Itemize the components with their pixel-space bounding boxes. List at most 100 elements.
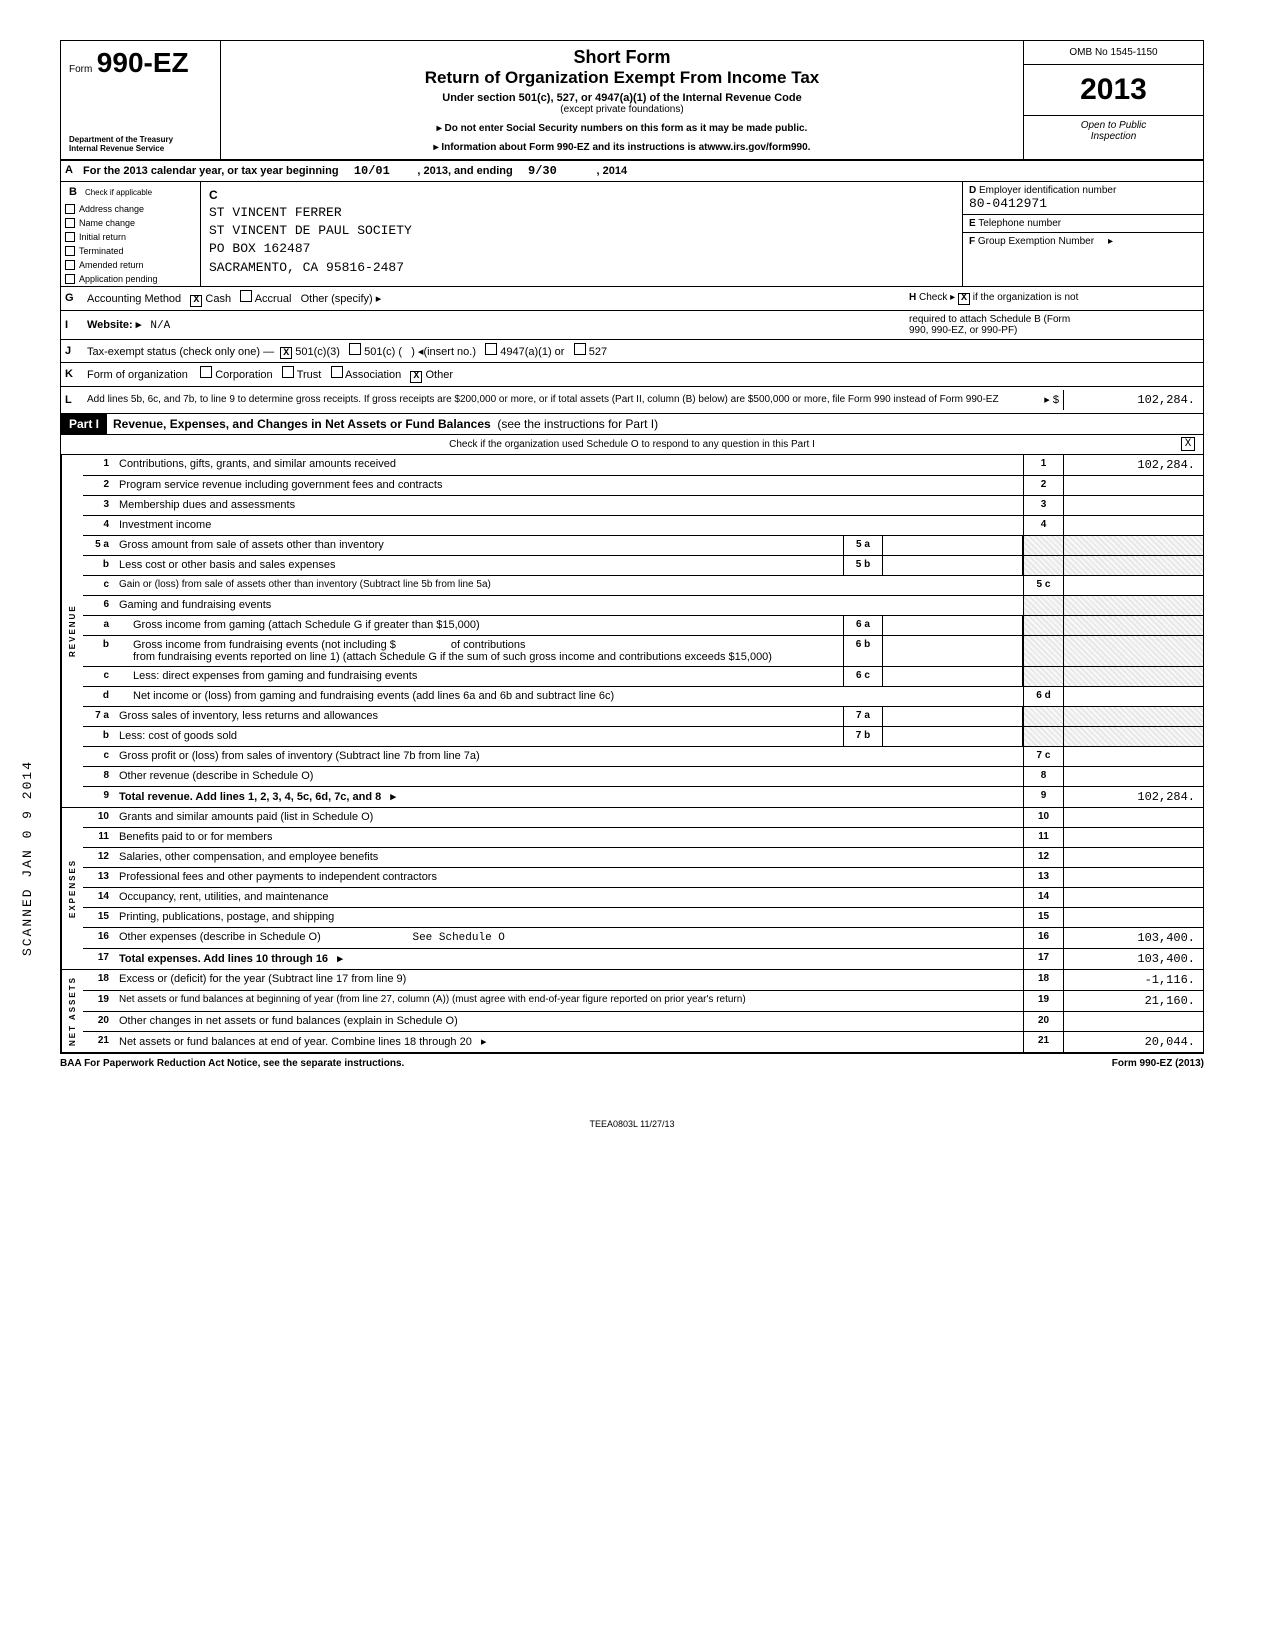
i-content: Website: ▸ N/A — [83, 318, 903, 332]
row-17-num: 17 — [83, 949, 115, 969]
checkbox-cash[interactable]: X — [190, 295, 202, 307]
row-3-desc: Membership dues and assessments — [115, 496, 1023, 515]
row-5c-value — [1063, 576, 1203, 595]
row-21-d: Net assets or fund balances at end of ye… — [119, 1036, 472, 1048]
part-i-subline: Check if the organization used Schedule … — [60, 435, 1204, 455]
row-9-num: 9 — [83, 787, 115, 807]
checkbox-corp[interactable] — [200, 366, 212, 378]
arrow-icon: ▸ — [1108, 236, 1113, 247]
row-20: 20 Other changes in net assets or fund b… — [83, 1012, 1203, 1032]
line-a-label: A — [61, 161, 79, 181]
row-6c-value — [1063, 667, 1203, 686]
h-text4: 990, 990-EZ, or 990-PF) — [909, 325, 1017, 336]
e-text: Telephone number — [978, 218, 1061, 229]
i-text: Website: ▸ — [87, 319, 141, 331]
row-6c-midval — [883, 667, 1023, 686]
line-a-tail: , 2014 — [597, 165, 628, 177]
c-label: C — [209, 188, 218, 202]
checkbox-assoc[interactable] — [331, 366, 343, 378]
omb-number: OMB No 1545-1150 — [1024, 41, 1203, 65]
row-5b-midval — [883, 556, 1023, 575]
section-f: F Group Exemption Number ▸ — [963, 233, 1203, 286]
row-16-num: 16 — [83, 928, 115, 948]
row-15-box: 15 — [1023, 908, 1063, 927]
row-17: 17 Total expenses. Add lines 10 through … — [83, 949, 1203, 969]
section-e: E Telephone number — [963, 215, 1203, 233]
row-12-value — [1063, 848, 1203, 867]
row-1: 1 Contributions, gifts, grants, and simi… — [83, 455, 1203, 476]
e-label: E — [969, 218, 976, 229]
assets-side-label: NET ASSETS — [61, 970, 83, 1052]
row-8: 8 Other revenue (describe in Schedule O)… — [83, 767, 1203, 787]
checkbox-527[interactable] — [574, 343, 586, 355]
checkbox-other-org[interactable]: X — [410, 371, 422, 383]
row-7c-value — [1063, 747, 1203, 766]
row-19-desc: Net assets or fund balances at beginning… — [115, 991, 1023, 1011]
checkbox-app-pending[interactable] — [65, 274, 75, 284]
checkbox-501c[interactable] — [349, 343, 361, 355]
row-5a-num: 5 a — [83, 536, 115, 555]
row-6a-box — [1023, 616, 1063, 635]
app-pending-label: Application pending — [79, 274, 158, 284]
checkbox-4947[interactable] — [485, 343, 497, 355]
checkbox-accrual[interactable] — [240, 290, 252, 302]
checkbox-terminated[interactable] — [65, 246, 75, 256]
row-2-box: 2 — [1023, 476, 1063, 495]
row-7a-midval — [883, 707, 1023, 726]
row-16: 16 Other expenses (describe in Schedule … — [83, 928, 1203, 949]
checkbox-schedule-o[interactable]: X — [1181, 437, 1195, 451]
org-name-2: ST VINCENT DE PAUL SOCIETY — [209, 222, 954, 240]
f-text: Group Exemption Number — [978, 236, 1094, 247]
row-7b-num: b — [83, 727, 115, 746]
row-7a: 7 a Gross sales of inventory, less retur… — [83, 707, 1203, 727]
row-15-value — [1063, 908, 1203, 927]
checkbox-name-change[interactable] — [65, 218, 75, 228]
row-6a: a Gross income from gaming (attach Sched… — [83, 616, 1203, 636]
row-20-value — [1063, 1012, 1203, 1031]
row-14-value — [1063, 888, 1203, 907]
row-6a-mid: 6 a — [843, 616, 883, 635]
row-6-desc: Gaming and fundraising events — [115, 596, 1023, 615]
assets-group: NET ASSETS 18 Excess or (deficit) for th… — [61, 970, 1203, 1054]
org-name-1: ST VINCENT FERRER — [209, 204, 954, 222]
part-i-tag: Part I — [61, 414, 107, 434]
k-text: Form of organization — [87, 369, 188, 381]
revenue-group: REVENUE 1 Contributions, gifts, grants, … — [61, 455, 1203, 808]
g-text: Accounting Method — [87, 293, 181, 305]
footer: BAA For Paperwork Reduction Act Notice, … — [60, 1054, 1204, 1069]
row-11-desc: Benefits paid to or for members — [115, 828, 1023, 847]
checkbox-amended[interactable] — [65, 260, 75, 270]
row-3-num: 3 — [83, 496, 115, 515]
row-16-note: See Schedule O — [412, 932, 504, 944]
b-label: B — [65, 184, 81, 200]
checkbox-h[interactable]: X — [958, 293, 970, 305]
title-except: (except private foundations) — [229, 104, 1015, 115]
row-9-box: 9 — [1023, 787, 1063, 807]
ein-value: 80-0412971 — [969, 196, 1047, 211]
checkbox-trust[interactable] — [282, 366, 294, 378]
row-7b: b Less: cost of goods sold 7 b — [83, 727, 1203, 747]
row-10-value — [1063, 808, 1203, 827]
row-6b-d2: of contributions — [451, 639, 526, 651]
l-arrow: ▸ $ — [1023, 393, 1063, 406]
row-1-desc: Contributions, gifts, grants, and simila… — [115, 455, 1023, 475]
checkbox-initial-return[interactable] — [65, 232, 75, 242]
row-17-value: 103,400. — [1063, 949, 1203, 969]
row-14: 14 Occupancy, rent, utilities, and maint… — [83, 888, 1203, 908]
checkbox-address-change[interactable] — [65, 204, 75, 214]
dept-irs: Internal Revenue Service — [69, 144, 212, 153]
row-19-value: 21,160. — [1063, 991, 1203, 1011]
row-13-value — [1063, 868, 1203, 887]
row-6-num: 6 — [83, 596, 115, 615]
row-12-desc: Salaries, other compensation, and employ… — [115, 848, 1023, 867]
row-21: 21 Net assets or fund balances at end of… — [83, 1032, 1203, 1052]
row-7b-desc: Less: cost of goods sold — [115, 727, 843, 746]
row-15-num: 15 — [83, 908, 115, 927]
cash-label: Cash — [205, 293, 231, 305]
g-label: G — [61, 292, 83, 304]
revenue-side-label: REVENUE — [61, 455, 83, 807]
row-2-num: 2 — [83, 476, 115, 495]
h-continuation: required to attach Schedule B (Form 990,… — [903, 314, 1203, 336]
part-i-hint: (see the instructions for Part I) — [497, 417, 658, 431]
checkbox-501c3[interactable]: X — [280, 347, 292, 359]
